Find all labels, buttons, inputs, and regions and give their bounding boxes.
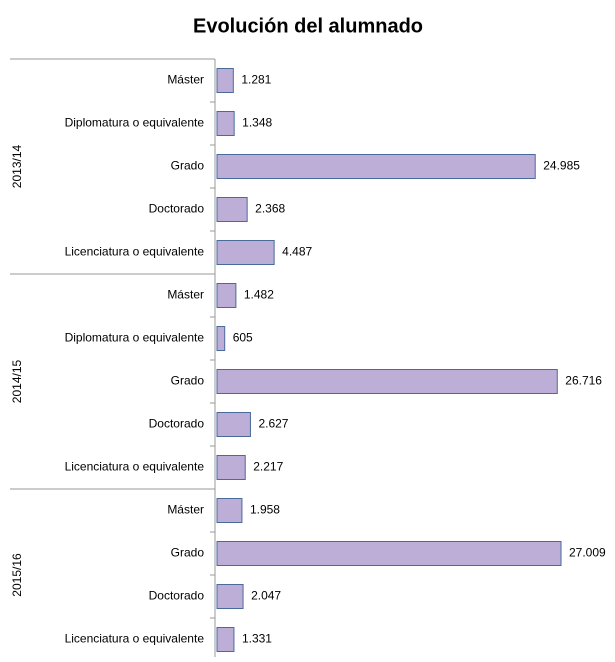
value-label: 26.716	[565, 374, 602, 388]
category-label: Licenciatura o equivalente	[65, 245, 205, 259]
category-label: Doctorado	[149, 202, 205, 216]
bar	[216, 541, 562, 566]
category-label: Grado	[171, 159, 205, 173]
value-label: 1.482	[244, 288, 274, 302]
category-label: Doctorado	[149, 417, 205, 431]
category-label: Máster	[167, 73, 204, 87]
value-label: 24.985	[543, 159, 580, 173]
value-label: 4.487	[282, 245, 312, 259]
category-label: Máster	[167, 503, 204, 517]
bar	[216, 455, 246, 480]
value-label: 1.348	[242, 116, 272, 130]
bar	[216, 154, 536, 179]
bar	[216, 68, 234, 93]
value-label: 605	[233, 331, 253, 345]
value-label: 27.009	[569, 546, 606, 560]
bar	[216, 498, 243, 523]
category-label: Máster	[167, 288, 204, 302]
value-label: 1.958	[250, 503, 280, 517]
bar	[216, 283, 237, 308]
bar	[216, 627, 235, 652]
category-label: Doctorado	[149, 589, 205, 603]
value-label: 2.368	[255, 202, 285, 216]
value-label: 2.627	[258, 417, 288, 431]
bar	[216, 197, 248, 222]
value-label: 2.217	[253, 460, 283, 474]
category-label: Grado	[171, 374, 205, 388]
value-label: 2.047	[251, 589, 281, 603]
value-label: 1.331	[242, 632, 272, 646]
bar	[216, 326, 226, 351]
chart-title: Evolución del alumnado	[193, 15, 423, 37]
category-label: Licenciatura o equivalente	[65, 460, 205, 474]
bar	[216, 111, 235, 136]
bar	[216, 584, 244, 609]
group-label: 2014/15	[10, 359, 24, 403]
bar	[216, 240, 275, 265]
group-label: 2013/14	[10, 144, 24, 188]
bar	[216, 369, 558, 394]
category-label: Diplomatura o equivalente	[65, 116, 205, 130]
category-label: Licenciatura o equivalente	[65, 632, 205, 646]
bar	[216, 412, 251, 437]
category-label: Diplomatura o equivalente	[65, 331, 205, 345]
value-label: 1.281	[241, 73, 271, 87]
category-label: Grado	[171, 546, 205, 560]
group-label: 2015/16	[10, 553, 24, 597]
